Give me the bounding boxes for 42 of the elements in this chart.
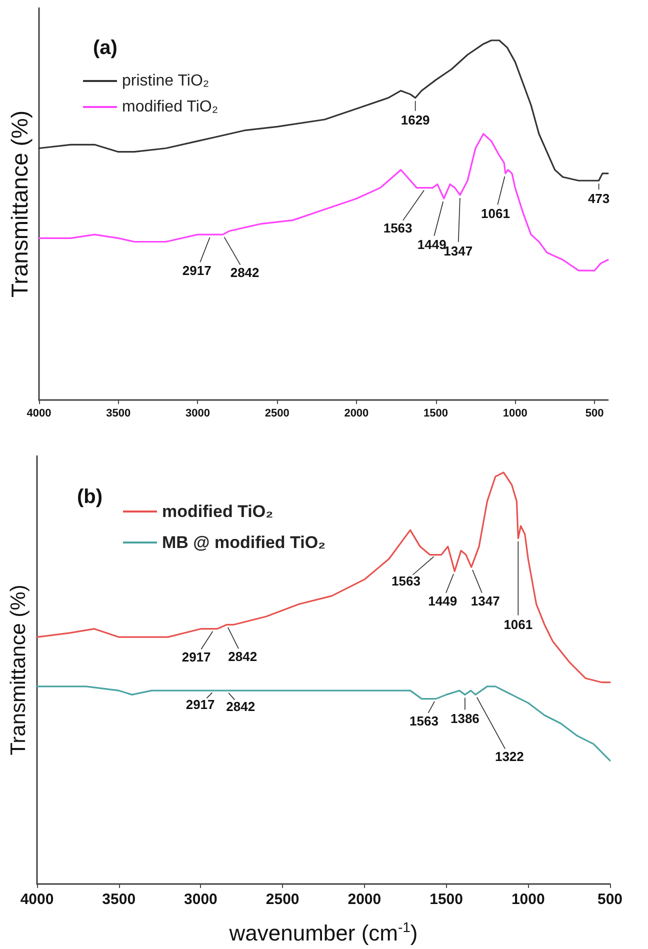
annotation: 1347: [470, 594, 500, 609]
annotation: 473: [588, 191, 610, 206]
annotation: 2917: [182, 263, 212, 278]
legend-label: MB @ modified TiO₂: [162, 533, 326, 552]
annotation: 1061: [481, 206, 510, 221]
x-tick-label: 1500: [430, 891, 463, 908]
legend-label: modified TiO₂: [162, 502, 274, 521]
annotation: 1449: [428, 594, 458, 609]
x-tick-label: 3000: [185, 408, 210, 420]
y-axis-title: Transmittance (%): [7, 584, 30, 756]
annotation: 2842: [226, 699, 256, 714]
annotation: 2842: [228, 649, 258, 664]
annotation: 1386: [450, 711, 480, 726]
x-tick-label: 4000: [26, 408, 52, 420]
annotation: 1563: [410, 713, 438, 728]
annotation: 1563: [392, 573, 420, 588]
annotation: 1322: [494, 749, 524, 764]
x-tick-label: 1500: [424, 408, 448, 420]
x-tick-label: 1000: [511, 891, 545, 908]
x-tick-label: 3500: [106, 408, 131, 420]
x-tick-label: 2500: [266, 891, 300, 908]
text: (b): [77, 486, 103, 508]
x-tick-label: 4000: [20, 891, 54, 908]
annotation: 1629: [400, 112, 430, 128]
x-tick-label: 500: [585, 408, 604, 420]
annotation: 1061: [504, 616, 533, 632]
annotation: 2917: [182, 649, 211, 664]
annotation: 1449: [417, 237, 446, 252]
x-tick-label: 2000: [344, 408, 369, 420]
x-tick-label: 2500: [264, 408, 290, 420]
annotation: 1563: [383, 220, 412, 236]
x-tick-label: 3500: [102, 891, 136, 908]
legend-label: modified TiO₂: [122, 98, 218, 116]
x-tick-label: 3000: [184, 891, 218, 908]
y-axis-title: Transmittance (%): [6, 110, 32, 298]
x-tick-label: 1000: [502, 408, 528, 420]
annotation: 2842: [230, 265, 260, 280]
legend-label: pristine TiO₂: [122, 72, 210, 90]
annotation: 2917: [186, 697, 215, 712]
chart-title: (a): [93, 37, 118, 59]
x-tick-label: 2000: [348, 891, 382, 908]
x-tick-label: 500: [597, 891, 623, 908]
